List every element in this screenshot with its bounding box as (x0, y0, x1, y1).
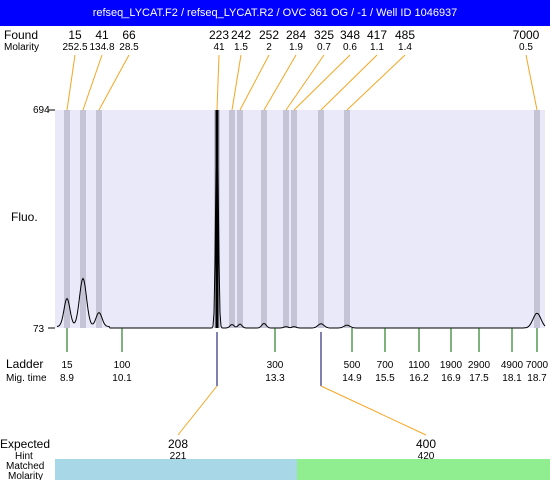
found-molarity-label: 252.5 (62, 42, 87, 53)
found-molarity-label: 134.8 (89, 42, 114, 53)
ladder-migtime-label: 16.9 (441, 373, 461, 384)
found-size-label: 15 (68, 28, 82, 42)
y-axis-max-label: 694 (33, 105, 50, 116)
mig-time-label: Mig. time (6, 373, 47, 384)
found-molarity-label: 0.5 (519, 42, 533, 53)
found-molarity-label: 41 (213, 42, 225, 53)
ladder-migtime-label: 16.2 (409, 373, 429, 384)
found-connector (263, 54, 297, 111)
peak-band (96, 110, 102, 328)
peak-band (318, 110, 324, 328)
found-connector (98, 54, 130, 111)
ladder-migtime-label: 18.1 (502, 373, 522, 384)
found-molarity-label: 0.6 (343, 42, 357, 53)
peak-band (64, 110, 70, 328)
found-size-label: 252 (259, 28, 279, 42)
ladder-size-label: 1100 (408, 360, 430, 371)
plot-area (55, 110, 545, 328)
ladder-size-label: 100 (114, 360, 131, 371)
ladder-size-label: 15 (61, 360, 73, 371)
found-connector (216, 54, 220, 111)
peak-band (261, 110, 267, 328)
found-size-label: 284 (286, 28, 306, 42)
hint-label: Hint (15, 451, 33, 462)
peak-band (229, 110, 235, 328)
found-size-label: 242 (231, 28, 251, 42)
expected-label: Expected (0, 437, 50, 451)
found-size-label: 66 (122, 28, 136, 42)
fluo-axis-label: Fluo. (11, 210, 38, 224)
ladder-migtime-label: 14.9 (342, 373, 362, 384)
ladder-size-label: 300 (267, 360, 284, 371)
found-connector (525, 54, 538, 111)
expected-size-label: 208 (168, 437, 188, 451)
found-connector (293, 54, 351, 111)
ladder-migtime-label: 15.5 (375, 373, 395, 384)
found-molarity-label: 2 (266, 42, 272, 53)
peak-band (80, 110, 86, 328)
expected-lane-bar (55, 459, 550, 480)
found-size-label: 7000 (513, 28, 540, 42)
ladder-migtime-label: 8.9 (60, 373, 74, 384)
found-molarity-label: 1.5 (234, 42, 248, 53)
found-molarity-label: 0.7 (317, 42, 331, 53)
found-molarity-label: 1.1 (370, 42, 384, 53)
peak-band (534, 110, 540, 328)
ladder-size-label: 500 (344, 360, 361, 371)
expected-lane-right (297, 459, 550, 480)
found-connector (320, 54, 378, 111)
found-connector (285, 54, 325, 111)
found-connector (231, 54, 242, 111)
found-molarity-label: 1.9 (289, 42, 303, 53)
expected-connector (320, 385, 427, 436)
found-molarity-label: 28.5 (119, 42, 139, 53)
found-connector (66, 54, 76, 111)
ladder-migtime-label: 18.7 (527, 373, 547, 384)
found-size-label: 485 (395, 28, 415, 42)
peak-band (283, 110, 289, 328)
found-connector (346, 54, 406, 111)
ladder-size-label: 700 (377, 360, 394, 371)
expected-lane-left (55, 459, 297, 480)
found-label: Found (4, 28, 38, 42)
peak-band (237, 110, 243, 328)
hint-value: 420 (418, 451, 435, 462)
found-molarity-label: 1.4 (398, 42, 412, 53)
molarity-label: Molarity (4, 42, 39, 53)
ladder-migtime-label: 17.5 (469, 373, 489, 384)
y-axis-min-label: 73 (33, 324, 45, 335)
expected-size-label: 400 (416, 437, 436, 451)
ladder-migtime-label: 13.3 (265, 373, 285, 384)
found-size-label: 417 (367, 28, 387, 42)
found-connector (82, 54, 103, 111)
fluorescence-trace (56, 109, 546, 329)
ladder-size-label: 7000 (526, 360, 549, 371)
found-size-label: 325 (314, 28, 334, 42)
window-title: refseq_LYCAT.F2 / refseq_LYCAT.R2 / OVC … (0, 0, 550, 26)
found-size-label: 348 (340, 28, 360, 42)
ladder-size-label: 2900 (468, 360, 491, 371)
hint-value: 221 (170, 451, 187, 462)
found-size-label: 41 (95, 28, 109, 42)
peak-band (344, 110, 350, 328)
molarity-bottom-label: Molarity (8, 471, 43, 480)
ladder-size-label: 4900 (501, 360, 524, 371)
found-size-label: 223 (209, 28, 229, 42)
peak-band (291, 110, 297, 328)
ladder-size-label: 1900 (440, 360, 463, 371)
ladder-label: Ladder (6, 357, 43, 371)
ladder-migtime-label: 10.1 (112, 373, 132, 384)
found-connector (239, 54, 270, 111)
matched-label: Matched (6, 461, 44, 472)
expected-connector (177, 385, 218, 436)
